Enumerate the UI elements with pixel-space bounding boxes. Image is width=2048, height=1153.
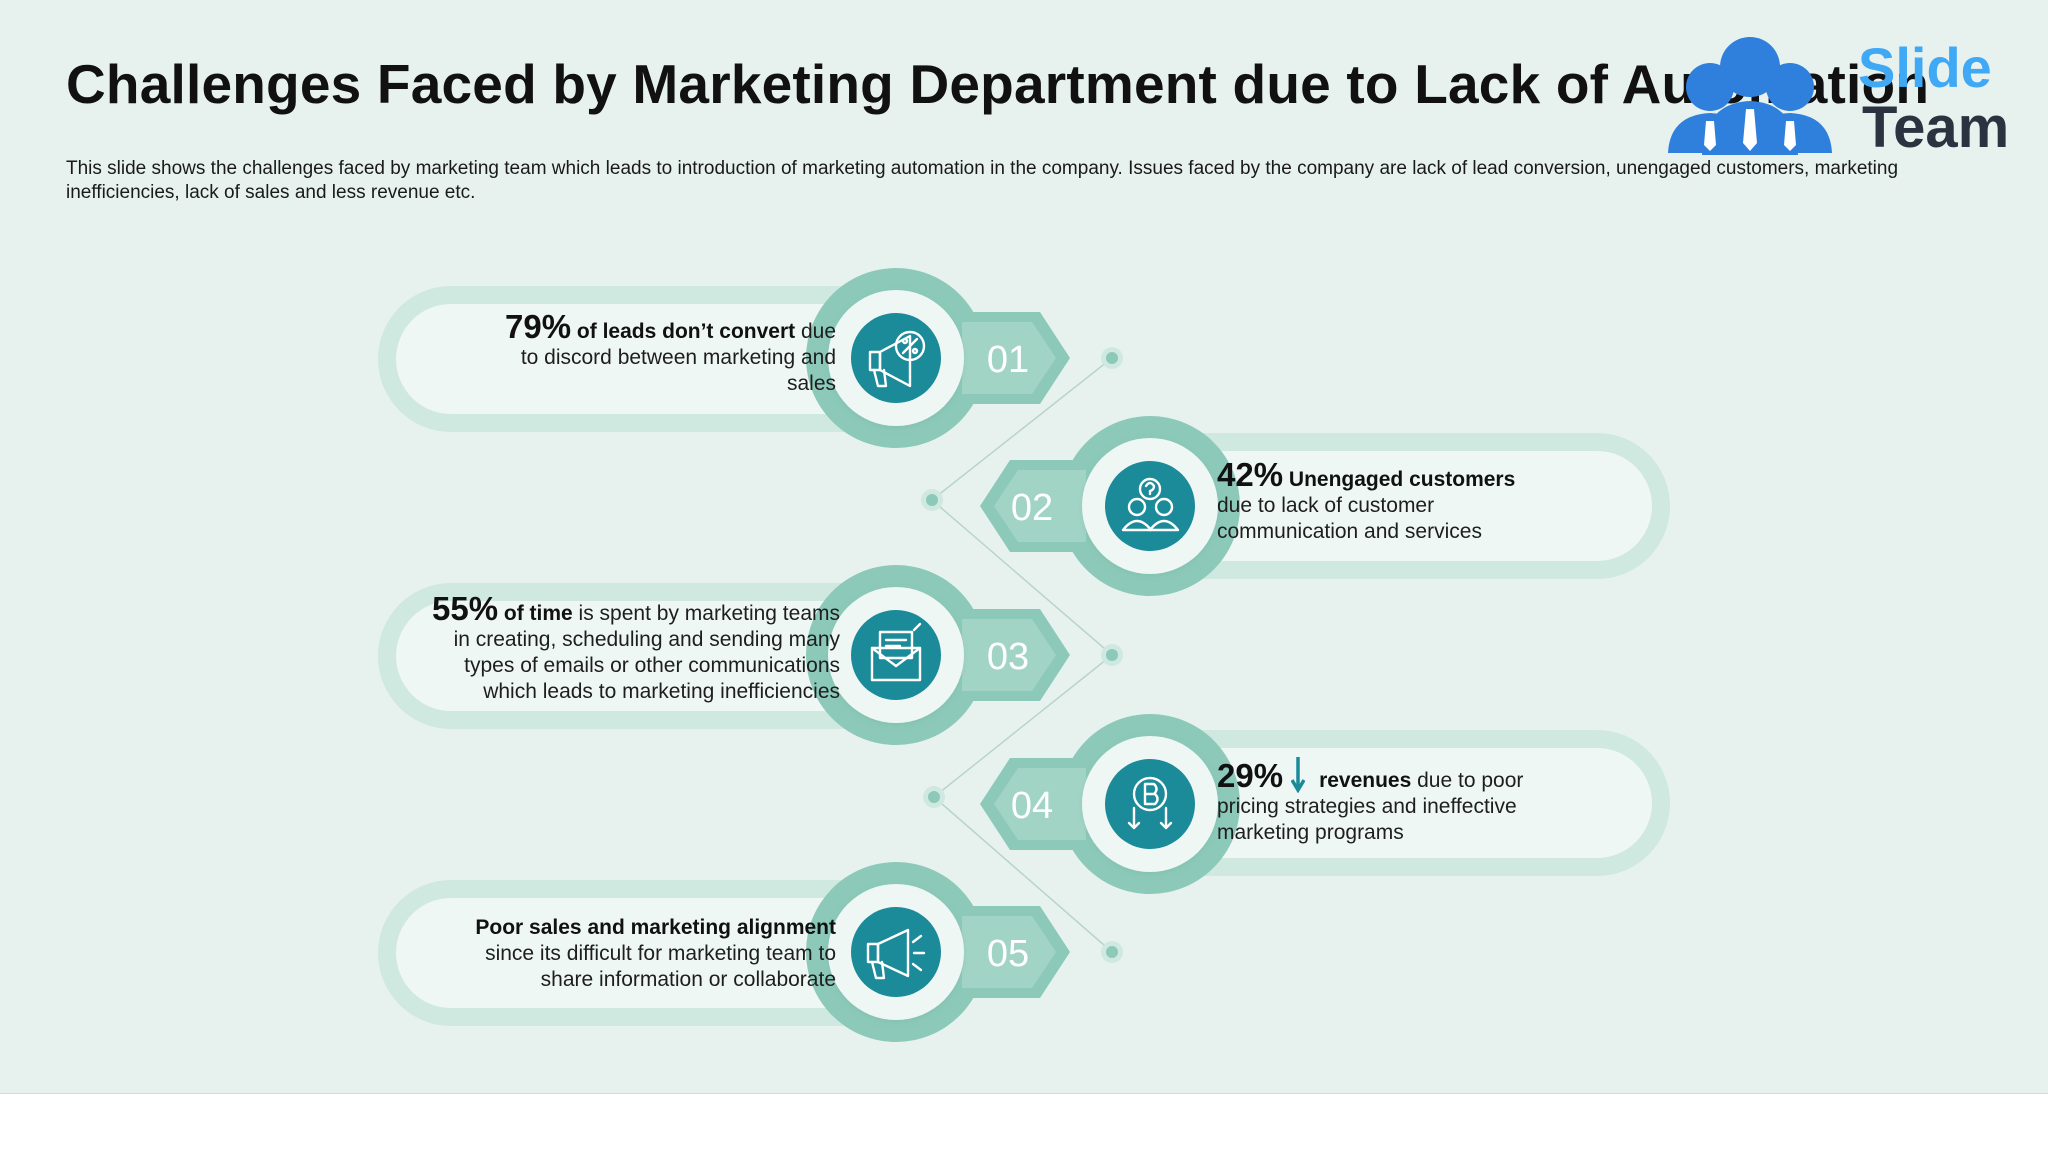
page-title: Challenges Faced by Marketing Department…: [66, 53, 1930, 115]
step-01-bold: of leads don’t convert: [571, 320, 796, 343]
step-03-line3: types of emails or other communications: [464, 654, 840, 677]
step-03-text: 55% of time is spent by marketing teams …: [400, 592, 840, 705]
logo-word-slide: Slide: [1858, 36, 1992, 99]
connector-lines: [931, 357, 1113, 953]
step-number-04: 04: [1011, 785, 1053, 827]
page-subtitle: This slide shows the challenges faced by…: [66, 158, 1899, 203]
step-05-shape: [378, 862, 1070, 1042]
step-03-bold: of time: [498, 602, 573, 625]
slide: 01 02 03 04 05: [0, 0, 2048, 1093]
slideteam-logo: Slide Team: [1668, 36, 2009, 160]
step-03-line1: is spent by marketing teams: [572, 602, 840, 625]
step-04-stat: 29%: [1217, 757, 1284, 794]
step-number-01: 01: [987, 339, 1029, 381]
step-04-line2: pricing strategies and ineffective: [1217, 795, 1517, 818]
step-03-line2: in creating, scheduling and sending many: [453, 628, 840, 651]
step-04-line3: marketing programs: [1217, 821, 1404, 844]
step-number-05: 05: [987, 933, 1029, 975]
megaphone-icon: [866, 928, 926, 980]
down-arrow-icon: [1291, 757, 1306, 793]
step-02-text: 42% Unengaged customers due to lack of c…: [1217, 458, 1637, 545]
step-04-bold: revenues: [1319, 769, 1412, 792]
step-01-text: 79% of leads don’t convert due to discor…: [436, 310, 836, 397]
step-02-stat: 42%: [1217, 456, 1284, 493]
step-05-bold: Poor sales and marketing alignment: [475, 916, 836, 939]
step-02-line2: due to lack of customer: [1217, 494, 1435, 517]
slide-bottom-margin: [0, 1093, 2048, 1153]
step-05-line3: share information or collaborate: [540, 968, 836, 991]
step-01-line2: to discord between marketing and: [520, 346, 836, 369]
step-03-line4: which leads to marketing inefficiencies: [483, 680, 840, 703]
step-03-shape: [378, 565, 1070, 745]
bitcoin-down-icon: [1127, 776, 1173, 830]
step-02-line3: communication and services: [1217, 520, 1482, 543]
step-05-line2: since its difficult for marketing team t…: [485, 942, 836, 965]
customer-question-icon: [1121, 477, 1180, 532]
step-01-stat: 79%: [505, 308, 572, 345]
step-number-02: 02: [1011, 487, 1053, 529]
step-04-shape: [980, 714, 1670, 894]
step-02-bold: Unengaged customers: [1283, 468, 1516, 491]
email-envelope-icon: [870, 622, 922, 682]
step-01-line3: sales: [786, 372, 836, 395]
step-04-line1: due to poor: [1411, 769, 1524, 792]
step-01-line1: due: [795, 320, 836, 343]
step-03-stat: 55%: [431, 590, 499, 627]
process-diagram: 01 02 03 04 05: [378, 268, 1670, 1042]
megaphone-percent-icon: [868, 330, 926, 388]
step-01-shape: [378, 268, 1070, 448]
step-04-text: 29% revenues due to poor pricing strategi…: [1217, 757, 1647, 846]
step-02-shape: [980, 416, 1670, 596]
logo-word-team: Team: [1862, 95, 2009, 160]
connector-dots: [921, 347, 1123, 963]
step-number-03: 03: [987, 636, 1029, 678]
step-05-text: Poor sales and marketing alignment since…: [436, 915, 836, 993]
